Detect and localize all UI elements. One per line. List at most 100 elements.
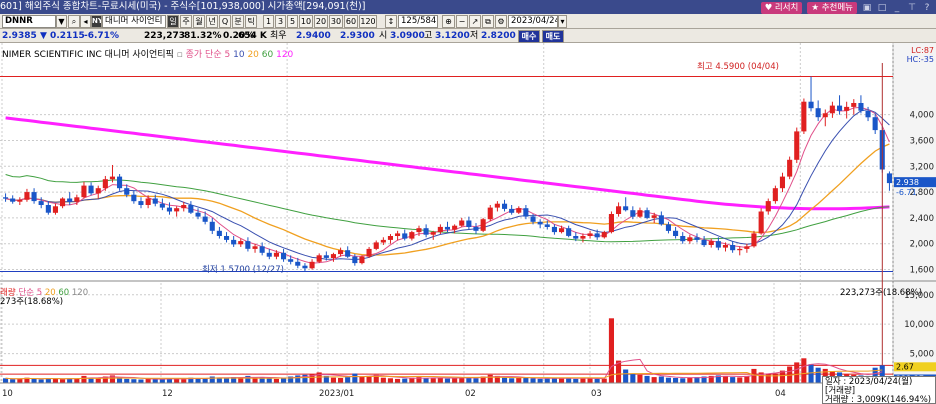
period-quarter[interactable]: Q [219,15,231,28]
x-axis-label: 03 [591,389,602,399]
candle-body [829,105,835,114]
open-price: 3.0900 [390,31,425,41]
interval-30[interactable]: 30 [329,15,343,28]
candle-body [174,208,180,212]
ma-10-label: 10 [233,50,245,60]
symbol-input[interactable]: DNNR [2,15,56,28]
candle-body [737,248,743,251]
scroll-icon[interactable]: ↕ [385,15,397,28]
candle-body [851,103,857,107]
window-icon[interactable]: □ [877,3,887,13]
calendar-icon[interactable]: ▾ [558,15,567,28]
interval-1[interactable]: 1 [263,15,274,28]
candle-body [537,221,543,225]
volume-bar [509,378,515,383]
volume-bar [273,378,279,383]
volume-bar [601,378,607,383]
candle-body [273,252,279,257]
candle-body [245,241,251,249]
volume-bar [224,378,230,383]
open-label: 시 [379,31,388,41]
candlestick-chart[interactable]: 4,000 3,600 3,200 2,800 2,400 2,000 1,600 10 12 2… [0,43,936,404]
interval-20[interactable]: 20 [314,15,328,28]
candle-body [722,245,728,248]
ma-120-line [5,116,890,211]
date-input[interactable]: 2023/04/24 [508,15,558,28]
ma-20-label: 20 [247,50,259,60]
candle-body [480,219,486,231]
vol-ma-60-label: 60 [58,288,70,298]
interval-60[interactable]: 60 [344,15,358,28]
x-axis-label: 12 [162,389,173,399]
candle-body [323,255,329,258]
candle-body [758,211,764,234]
period-month[interactable]: 월 [193,15,205,28]
candle-body [352,256,358,264]
exchange-badge: NY [91,15,102,28]
volume-bar [231,377,237,383]
interval-10[interactable]: 10 [299,15,313,28]
symbol-dropdown-icon[interactable]: ▼ [56,15,67,28]
candle-body [138,201,144,205]
candle-body [794,131,800,160]
search-icon[interactable]: ⌕ [68,15,80,28]
volume-bar [52,378,58,383]
zoom-icon[interactable]: ⊕ [442,15,455,28]
recommend-menu-button[interactable]: ★ 추천메뉴 [807,2,857,14]
ma-10-line [5,108,890,261]
pin-icon[interactable]: ⊤ [908,3,916,13]
candle-body [31,192,37,202]
candle-body [366,248,372,257]
info-volume-header: [거래량] [825,386,856,396]
volume-bar [145,378,151,383]
chart-area[interactable]: 4,000 3,600 3,200 2,800 2,400 2,000 1,600 10 12 2… [0,43,936,404]
candle-body [544,224,550,227]
draw-icon[interactable]: ↗ [469,15,481,28]
candle-body [145,198,151,205]
settings-icon[interactable]: ⚙ [495,15,507,28]
volume-bar [502,377,508,383]
screen-icon[interactable]: ▣ [862,3,872,13]
period-year[interactable]: 년 [206,15,218,28]
candle-body [359,256,365,264]
volume-ma-prefix: 단순 [18,288,34,298]
help-icon[interactable]: ? [924,3,930,13]
minimize-icon[interactable]: _ [894,3,900,13]
candle-body [152,198,158,204]
back-icon[interactable]: ◂ [80,15,91,28]
volume-bar [594,378,600,383]
volume-tick-label: 15,000 [904,291,934,301]
x-axis-label: 10 [2,389,13,399]
candle-body [573,236,579,239]
daily-mode-button[interactable]: 일 [167,15,179,28]
candle-body [844,106,850,111]
interval-120[interactable]: 120 [359,15,377,28]
volume-bar [402,378,408,383]
volume-bar [423,378,429,383]
volume-bar [81,375,87,383]
period-minute[interactable]: 분 [232,15,244,28]
candle-body [81,185,87,198]
candle-body [238,241,244,245]
interval-3[interactable]: 3 [275,15,286,28]
candle-body [124,188,130,195]
period-tick[interactable]: 틱 [245,15,257,28]
candle-body [74,197,80,202]
sell-button[interactable]: 매도 [542,30,564,43]
copy-icon[interactable]: ⧉ [482,15,494,28]
dash-icon[interactable]: − [456,15,468,28]
volume-bar [744,375,750,383]
volume-bar [487,374,493,383]
volume-bar [387,378,393,383]
volume-bar [580,378,586,383]
volume-ma-20-line [5,369,883,380]
candle-body [886,173,892,184]
candle-body [801,101,807,132]
bar-count[interactable]: 125/584 [398,15,438,28]
period-week[interactable]: 주 [180,15,192,28]
buy-button[interactable]: 매수 [518,30,540,43]
volume-bar [815,367,821,383]
volume-bar [352,373,358,383]
research-button[interactable]: ♥ 리서치 [760,2,803,14]
interval-5[interactable]: 5 [287,15,298,28]
